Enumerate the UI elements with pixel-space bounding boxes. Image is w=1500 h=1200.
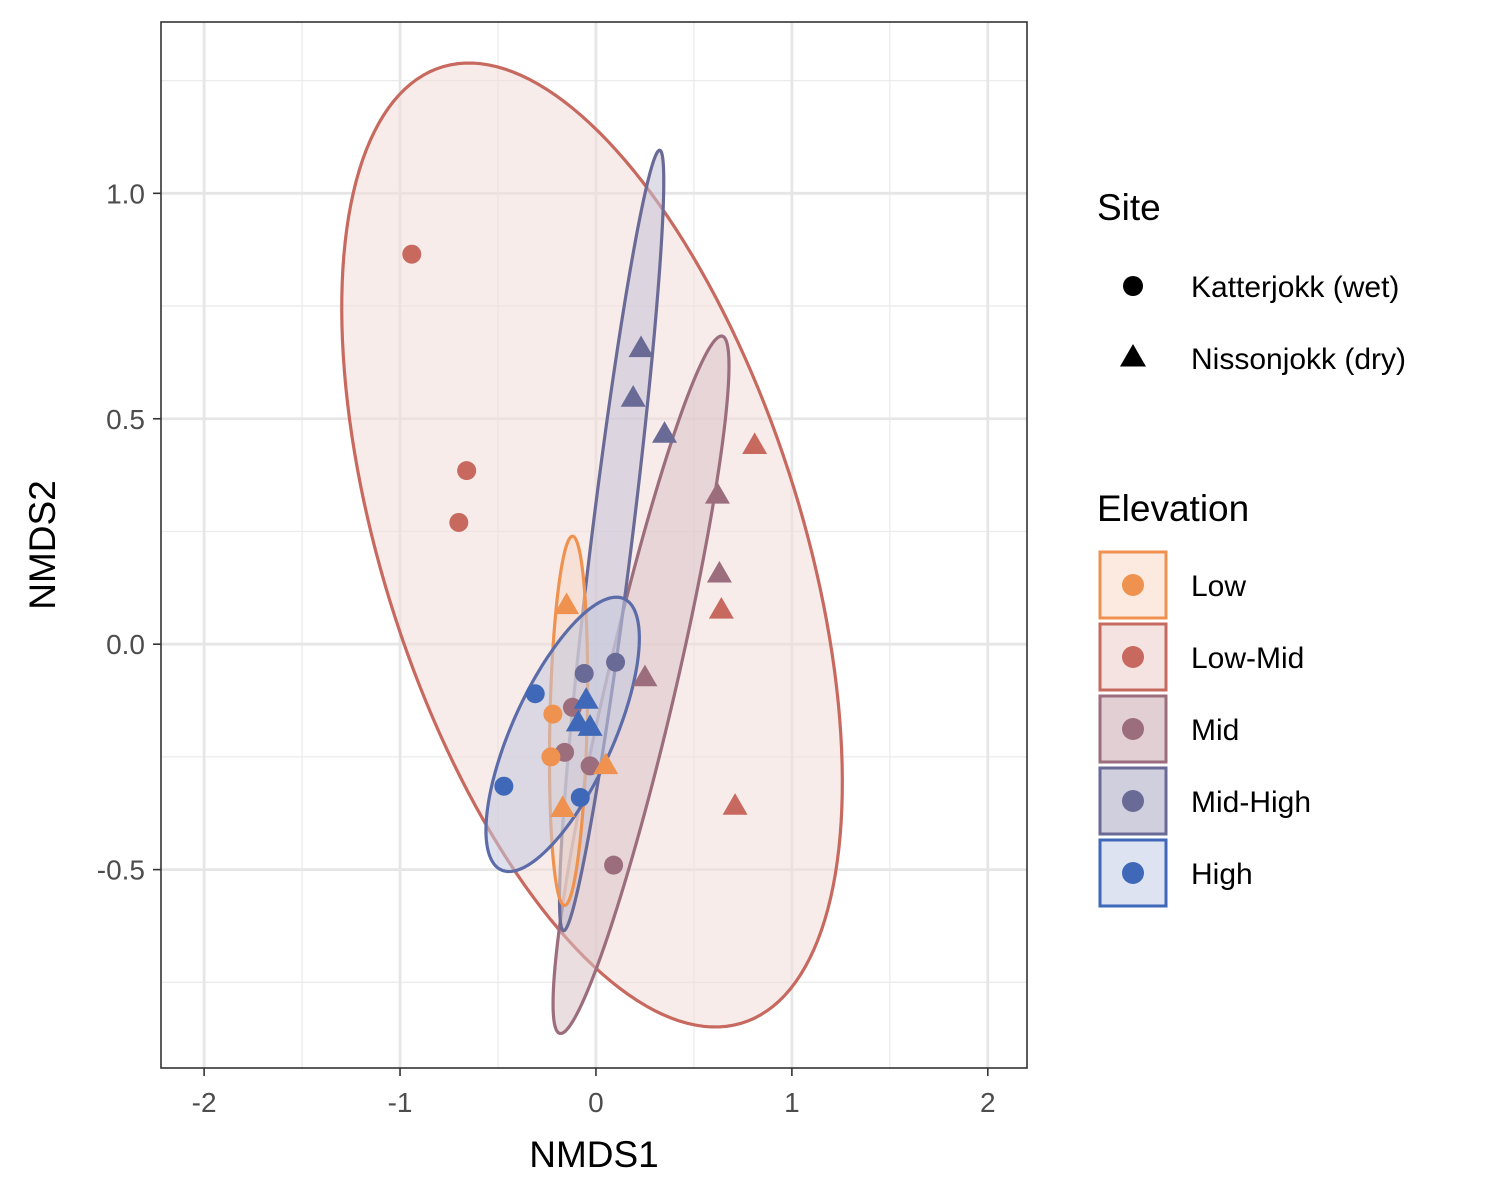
point-circle bbox=[606, 652, 626, 672]
point-circle bbox=[570, 787, 590, 807]
x-axis: -2 -1 0 1 2 bbox=[192, 1068, 996, 1118]
point-circle bbox=[525, 684, 545, 704]
x-tick-label: 0 bbox=[588, 1087, 604, 1118]
legend-key-dot bbox=[1122, 574, 1144, 596]
point-triangle bbox=[593, 752, 619, 775]
point-triangle bbox=[632, 664, 658, 687]
y-tick-label: -0.5 bbox=[97, 855, 145, 886]
point-triangle bbox=[742, 432, 768, 455]
data-points bbox=[402, 244, 768, 875]
point-triangle bbox=[706, 560, 732, 583]
elevation-legend-title: Elevation bbox=[1097, 488, 1249, 529]
elevation-legend-label: Low-Mid bbox=[1191, 642, 1304, 675]
point-triangle bbox=[620, 385, 646, 407]
elevation-legend-label: Mid bbox=[1191, 714, 1239, 747]
y-axis-title: NMDS2 bbox=[22, 480, 63, 610]
legend-key-box bbox=[1098, 838, 1168, 908]
point-triangle bbox=[628, 335, 654, 358]
x-axis-title: NMDS1 bbox=[529, 1134, 659, 1175]
legend-key-triangle bbox=[1120, 344, 1146, 367]
legend-key-dot bbox=[1122, 646, 1144, 668]
site-legend-label: Katterjokk (wet) bbox=[1191, 271, 1399, 304]
y-tick-label: 0.5 bbox=[106, 404, 145, 435]
panel-border bbox=[160, 21, 1028, 1069]
point-triangle bbox=[722, 793, 748, 815]
plot-panel bbox=[160, 21, 1028, 1069]
elevation-legend-label: Mid-High bbox=[1191, 786, 1311, 819]
site-legend: Site Katterjokk (wet) Nissonjokk (dry) bbox=[1097, 187, 1406, 376]
elevation-legend-label: Low bbox=[1191, 570, 1246, 603]
point-triangle bbox=[708, 596, 734, 619]
point-triangle bbox=[652, 421, 678, 443]
elevation-legend: Elevation Low Low-Mid Mid Mid-High High bbox=[1097, 488, 1311, 908]
point-circle bbox=[457, 461, 477, 481]
site-legend-title: Site bbox=[1097, 187, 1161, 228]
point-circle bbox=[580, 756, 600, 776]
y-tick-label: 1.0 bbox=[106, 178, 145, 209]
x-tick-label: -1 bbox=[388, 1087, 413, 1118]
x-tick-label: 2 bbox=[980, 1087, 996, 1118]
point-circle bbox=[494, 776, 514, 796]
legend-key-dot bbox=[1122, 790, 1144, 812]
x-tick-label: 1 bbox=[784, 1087, 800, 1118]
x-tick-label: -2 bbox=[192, 1087, 217, 1118]
point-triangle bbox=[550, 795, 576, 817]
legend-key-dot bbox=[1122, 718, 1144, 740]
point-circle bbox=[449, 512, 469, 532]
point-triangle bbox=[554, 592, 580, 615]
point-circle bbox=[574, 663, 594, 683]
point-circle bbox=[543, 704, 563, 724]
legend-key-box bbox=[1098, 766, 1168, 836]
y-tick-label: 0.0 bbox=[106, 629, 145, 660]
point-circle bbox=[402, 244, 422, 264]
site-legend-label: Nissonjokk (dry) bbox=[1191, 343, 1406, 376]
point-triangle bbox=[577, 714, 603, 736]
point-triangle bbox=[573, 687, 599, 709]
ellipse-high bbox=[484, 595, 641, 874]
elevation-legend-label: High bbox=[1191, 858, 1253, 891]
point-triangle bbox=[704, 481, 730, 504]
legend-key-circle bbox=[1123, 276, 1143, 296]
point-circle bbox=[604, 855, 624, 875]
y-axis: -0.5 0.0 0.5 1.0 bbox=[97, 178, 161, 886]
point-circle bbox=[541, 747, 561, 767]
legend-key-dot bbox=[1122, 862, 1144, 884]
